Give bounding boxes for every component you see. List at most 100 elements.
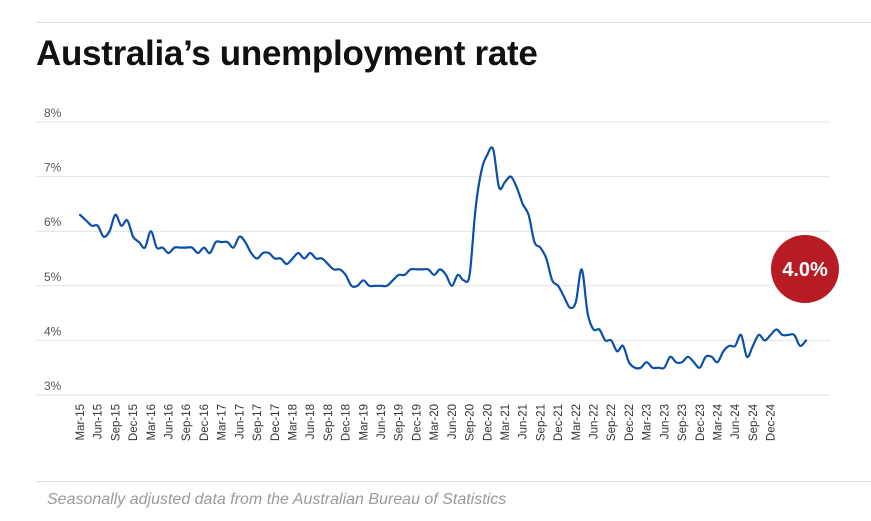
- data-point: [103, 236, 105, 238]
- x-tick-label: Dec-19: [411, 404, 423, 441]
- x-tick-label: Mar-19: [358, 404, 370, 440]
- data-point: [474, 208, 476, 210]
- x-tick-label: Sep-19: [394, 404, 406, 441]
- x-tick-label: Jun-21: [518, 404, 530, 439]
- data-point: [333, 268, 335, 270]
- data-point: [457, 274, 459, 276]
- x-tick-label: Jun-18: [305, 404, 317, 439]
- data-point: [598, 328, 600, 330]
- x-tick-label: Mar-15: [75, 404, 87, 440]
- data-point: [451, 285, 453, 287]
- data-point: [805, 339, 807, 341]
- x-axis-ticks: Mar-15 Jun-15 Sep-15 Dec-15 Mar-16 Jun-16 Sep-…: [75, 403, 778, 441]
- data-point: [469, 274, 471, 276]
- data-point: [445, 274, 447, 276]
- data-point: [179, 247, 181, 249]
- data-point: [280, 258, 282, 260]
- data-point: [581, 268, 583, 270]
- data-point: [173, 247, 175, 249]
- x-tick-label: Sep-17: [252, 404, 264, 441]
- x-tick-label: Mar-24: [712, 403, 724, 440]
- x-tick-label: Dec-17: [270, 404, 282, 441]
- data-point: [91, 225, 93, 227]
- data-point: [351, 285, 353, 287]
- data-point: [398, 274, 400, 276]
- data-point: [722, 350, 724, 352]
- data-point: [604, 339, 606, 341]
- data-point: [622, 345, 624, 347]
- data-point: [492, 148, 494, 150]
- y-axis-ticks: 8% 7% 6% 5% 4% 3%: [44, 106, 62, 393]
- data-point: [545, 258, 547, 260]
- x-tick-label: Jun-23: [659, 404, 671, 439]
- x-tick-label: Mar-16: [146, 404, 158, 440]
- data-point: [309, 252, 311, 254]
- data-point: [356, 285, 358, 287]
- data-point: [339, 268, 341, 270]
- x-tick-label: Jun-24: [730, 403, 742, 439]
- data-point: [439, 268, 441, 270]
- data-point: [486, 154, 488, 156]
- x-tick-label: Sep-23: [677, 404, 689, 441]
- data-point: [705, 356, 707, 358]
- data-point: [652, 367, 654, 369]
- data-point: [522, 203, 524, 205]
- data-point: [746, 356, 748, 358]
- data-point: [510, 176, 512, 178]
- data-point: [221, 241, 223, 243]
- data-point: [793, 334, 795, 336]
- x-tick-label: Mar-22: [571, 404, 583, 440]
- x-tick-label: Sep-16: [181, 404, 193, 441]
- data-point: [191, 247, 193, 249]
- data-point: [250, 252, 252, 254]
- x-tick-label: Mar-21: [500, 404, 512, 440]
- data-point: [368, 285, 370, 287]
- latest-value-label: 4.0%: [782, 259, 828, 281]
- x-tick-label: Sep-20: [465, 404, 477, 441]
- data-point: [575, 301, 577, 303]
- data-point: [415, 268, 417, 270]
- data-point: [699, 367, 701, 369]
- data-point: [539, 247, 541, 249]
- data-point: [740, 334, 742, 336]
- data-point: [227, 241, 229, 243]
- data-point: [386, 285, 388, 287]
- data-point: [274, 258, 276, 260]
- data-point: [669, 356, 671, 358]
- x-tick-label: Sep-22: [606, 404, 618, 441]
- data-point: [404, 274, 406, 276]
- data-point: [315, 258, 317, 260]
- data-point: [427, 268, 429, 270]
- data-point: [126, 219, 128, 221]
- x-tick-label: Jun-22: [589, 404, 601, 439]
- data-point: [716, 361, 718, 363]
- data-point: [374, 285, 376, 287]
- data-point: [557, 285, 559, 287]
- x-tick-label: Dec-18: [341, 404, 353, 441]
- y-tick-label: 6%: [44, 215, 62, 229]
- data-point: [563, 296, 565, 298]
- x-tick-label: Dec-24: [766, 403, 778, 441]
- data-point: [114, 214, 116, 216]
- data-point: [781, 334, 783, 336]
- data-point: [640, 367, 642, 369]
- data-point: [185, 247, 187, 249]
- y-tick-label: 3%: [44, 379, 62, 393]
- data-point: [303, 258, 305, 260]
- latest-value-circle: [771, 235, 839, 303]
- y-tick-label: 4%: [44, 324, 62, 338]
- y-tick-label: 8%: [44, 106, 62, 120]
- data-point: [362, 279, 364, 281]
- data-point: [79, 214, 81, 216]
- data-point: [551, 279, 553, 281]
- data-point: [262, 252, 264, 254]
- data-point: [209, 252, 211, 254]
- x-tick-label: Dec-21: [553, 404, 565, 441]
- grid-lines: [36, 121, 830, 396]
- latest-value-badge: 4.0%: [771, 235, 839, 303]
- data-point: [97, 225, 99, 227]
- x-tick-label: Dec-20: [482, 404, 494, 441]
- data-point: [693, 361, 695, 363]
- x-tick-label: Jun-17: [234, 404, 246, 439]
- data-point: [85, 219, 87, 221]
